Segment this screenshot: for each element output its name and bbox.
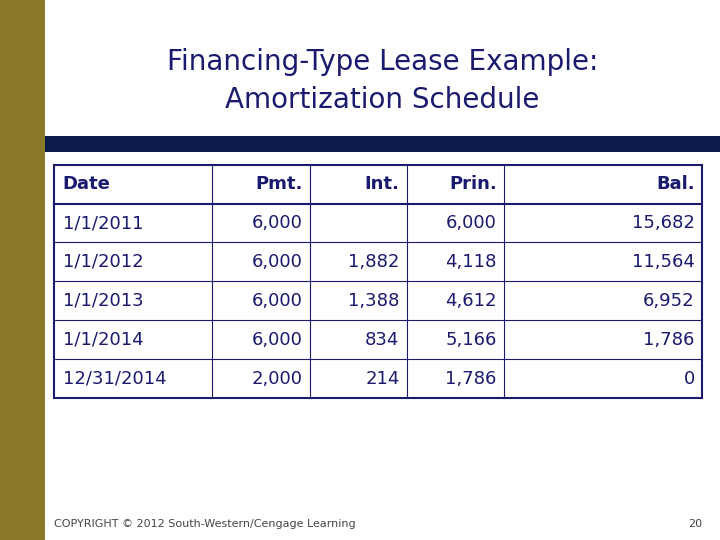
Text: 6,000: 6,000 [251,292,302,310]
FancyBboxPatch shape [54,165,702,398]
Text: Amortization Schedule: Amortization Schedule [225,86,540,114]
Text: 1,786: 1,786 [644,330,695,349]
Text: COPYRIGHT © 2012 South-Western/Cengage Learning: COPYRIGHT © 2012 South-Western/Cengage L… [54,519,356,529]
Text: 6,952: 6,952 [643,292,695,310]
Text: Bal.: Bal. [656,175,695,193]
Text: 1/1/2013: 1/1/2013 [63,292,143,310]
Text: Prin.: Prin. [449,175,497,193]
Text: 834: 834 [365,330,400,349]
Text: Financing-Type Lease Example:: Financing-Type Lease Example: [167,48,598,76]
FancyBboxPatch shape [45,136,720,152]
FancyBboxPatch shape [0,0,45,540]
Text: 6,000: 6,000 [446,214,497,232]
Text: 0: 0 [683,369,695,388]
Text: Pmt.: Pmt. [255,175,302,193]
Text: 1,388: 1,388 [348,292,400,310]
Text: 11,564: 11,564 [632,253,695,271]
FancyBboxPatch shape [45,152,720,540]
Text: 20: 20 [688,519,702,529]
FancyBboxPatch shape [45,0,720,136]
Text: 214: 214 [365,369,400,388]
Text: 6,000: 6,000 [251,214,302,232]
Text: 15,682: 15,682 [632,214,695,232]
Text: Int.: Int. [365,175,400,193]
Text: 1/1/2012: 1/1/2012 [63,253,143,271]
Text: 2,000: 2,000 [251,369,302,388]
Text: 1/1/2011: 1/1/2011 [63,214,143,232]
Text: 12/31/2014: 12/31/2014 [63,369,166,388]
Text: 5,166: 5,166 [446,330,497,349]
Text: 1,882: 1,882 [348,253,400,271]
Text: 4,612: 4,612 [445,292,497,310]
Text: 1,786: 1,786 [446,369,497,388]
Text: 1/1/2014: 1/1/2014 [63,330,143,349]
Text: Date: Date [63,175,110,193]
Text: 4,118: 4,118 [446,253,497,271]
Text: 6,000: 6,000 [251,253,302,271]
Text: 6,000: 6,000 [251,330,302,349]
